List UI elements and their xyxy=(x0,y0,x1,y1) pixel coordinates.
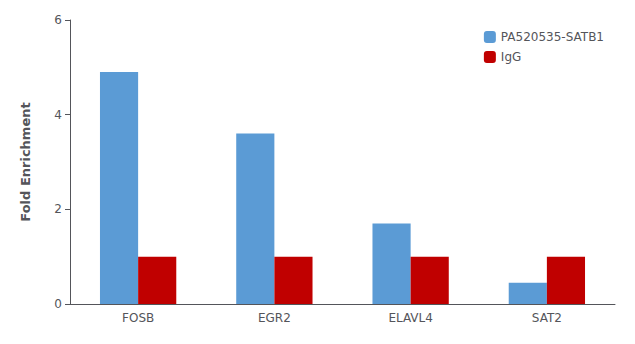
svg-text:SAT2: SAT2 xyxy=(532,311,562,325)
svg-text:PA520535-SATB1: PA520535-SATB1 xyxy=(501,30,604,44)
svg-text:IgG: IgG xyxy=(501,50,521,64)
svg-text:2: 2 xyxy=(54,202,62,216)
svg-text:EGR2: EGR2 xyxy=(258,311,291,325)
svg-text:0: 0 xyxy=(54,297,62,311)
svg-text:ELAVL4: ELAVL4 xyxy=(388,311,433,325)
svg-text:6: 6 xyxy=(54,13,62,27)
svg-text:FOSB: FOSB xyxy=(122,311,154,325)
svg-text:Fold Enrichment: Fold Enrichment xyxy=(18,102,33,221)
svg-text:4: 4 xyxy=(54,108,62,122)
